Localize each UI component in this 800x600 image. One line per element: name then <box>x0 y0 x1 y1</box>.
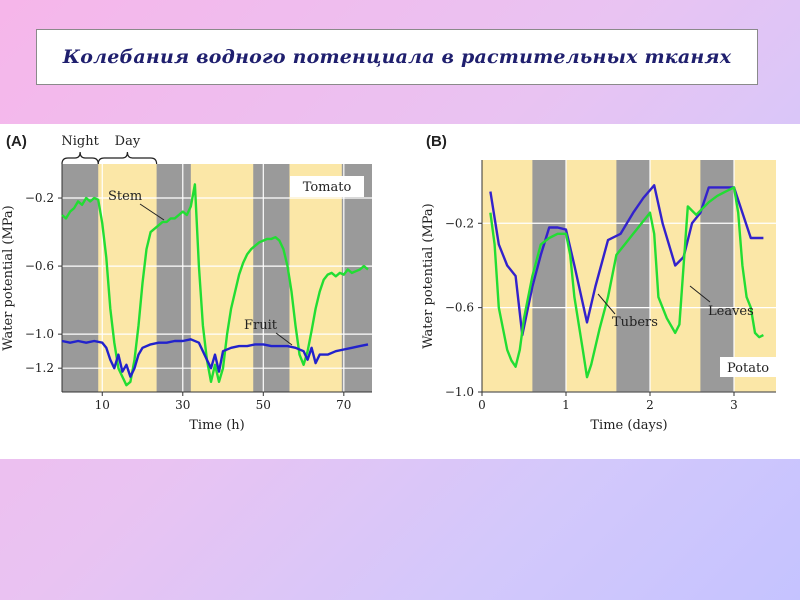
chart-panel-b: −0.2 −0.6 −1.0 0 1 2 3 Time (days) Water potenti… <box>421 133 776 433</box>
x-tick-label: 50 <box>256 398 271 412</box>
night-band <box>532 160 566 392</box>
y-axis-title: Water potential (MPa) <box>1 205 16 350</box>
y-tick-label: −0.6 <box>445 301 474 315</box>
x-axis-title: Time (h) <box>189 418 245 433</box>
series-label-fruit: Fruit <box>244 318 278 333</box>
series-pointer-stem <box>139 203 165 221</box>
night-band <box>616 160 650 392</box>
series-line-fruit <box>61 338 369 378</box>
panel-letter: (B) <box>426 133 447 150</box>
series-pointer-fruit <box>275 332 293 346</box>
x-tick-label: 3 <box>730 398 738 412</box>
slide-title: Колебания водного потенциала в раститель… <box>62 46 732 68</box>
series-pointer-tubers <box>597 293 616 315</box>
series-label-leaves: Leaves <box>708 304 754 319</box>
corner-label-box <box>290 176 364 197</box>
x-axis-title: Time (days) <box>590 418 667 433</box>
series-label-stem: Stem <box>108 189 142 204</box>
night-brace <box>61 151 99 165</box>
day-brace <box>97 151 158 165</box>
day-label: Day <box>115 134 141 149</box>
x-tick-label: 70 <box>336 398 351 412</box>
y-tick-label: −1.0 <box>445 385 474 399</box>
y-tick-label: −0.6 <box>25 259 54 273</box>
figure-panel: −0.2 −0.6 −1.0 −1.2 10 30 50 70 Time (h) Water po… <box>0 124 800 459</box>
series-line-stem <box>61 183 369 387</box>
panel-letter: (A) <box>6 133 27 150</box>
series-line-leaves <box>489 186 764 379</box>
series-line-tubers <box>489 184 764 337</box>
x-tick-label: 0 <box>478 398 486 412</box>
night-label: Night <box>61 134 99 149</box>
x-tick-label: 30 <box>175 398 190 412</box>
y-axis-title: Water potential (MPa) <box>421 203 436 348</box>
x-tick-label: 2 <box>646 398 654 412</box>
title-box: Колебания водного потенциала в раститель… <box>36 29 758 85</box>
y-tick-label: −0.2 <box>445 216 474 230</box>
y-tick-label: −1.2 <box>25 361 54 375</box>
y-tick-label: −0.2 <box>25 191 54 205</box>
y-tick-label: −1.0 <box>25 327 54 341</box>
night-band <box>253 164 290 392</box>
x-tick-label: 1 <box>562 398 570 412</box>
chart-panel-a: −0.2 −0.6 −1.0 −1.2 10 30 50 70 Time (h) Water po… <box>1 133 372 433</box>
series-label-tubers: Tubers <box>612 315 658 330</box>
corner-label-potato: Potato <box>727 361 769 376</box>
x-tick-label: 10 <box>95 398 110 412</box>
night-band <box>341 164 372 392</box>
night-band <box>156 164 191 392</box>
corner-label-tomato: Tomato <box>303 180 352 195</box>
series-pointer-leaves <box>689 285 711 303</box>
corner-label-box <box>720 357 776 377</box>
